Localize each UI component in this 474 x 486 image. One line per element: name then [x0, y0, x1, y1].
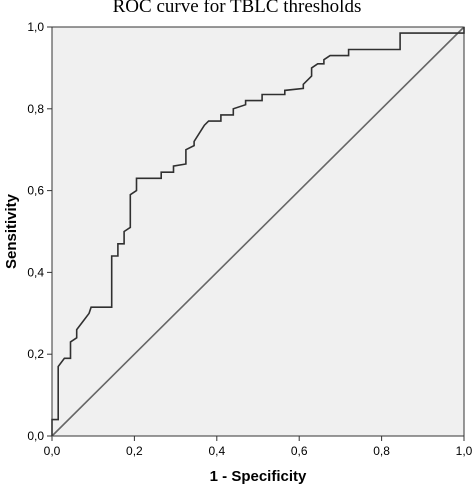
roc-curve [51, 27, 465, 436]
y-tick-label: 0,6 [27, 184, 44, 198]
x-tick-label: 0,0 [44, 444, 61, 458]
x-tick-label: 1,0 [456, 444, 473, 458]
y-tick-label: 0,2 [27, 347, 44, 361]
x-axis-label: 1 - Specificity [210, 468, 307, 485]
x-tick-label: 0,4 [208, 444, 225, 458]
x-tick-label: 0,2 [126, 444, 143, 458]
y-tick-label: 0,4 [27, 265, 44, 279]
y-tick-label: 1,0 [27, 20, 44, 34]
y-axis-label: Sensitivity [3, 193, 20, 269]
y-tick-label: 0,8 [27, 102, 44, 116]
chart-title: ROC curve for TBLC thresholds [112, 0, 362, 17]
x-tick-label: 0,8 [373, 444, 390, 458]
y-tick-label: 0,0 [27, 429, 44, 443]
reference-diagonal [51, 26, 465, 437]
x-tick-label: 0,6 [291, 444, 308, 458]
